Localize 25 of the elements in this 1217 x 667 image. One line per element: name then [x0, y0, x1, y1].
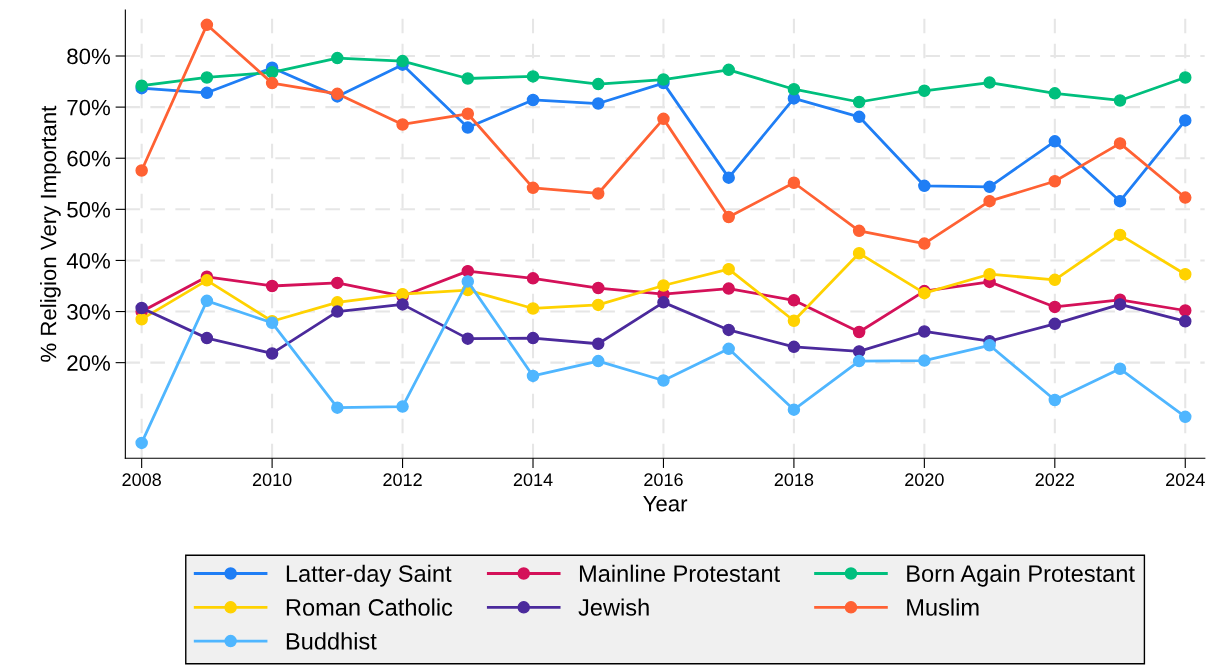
legend-label: Roman Catholic: [286, 598, 453, 616]
x-tick-label: 2020: [905, 473, 944, 487]
x-tick-label: 2010: [252, 473, 292, 487]
y-tick-label: 50%: [67, 201, 110, 218]
y-tick-label: 80%: [67, 48, 110, 65]
x-tick-label: 2016: [644, 473, 683, 487]
y-tick-label: 60%: [67, 150, 110, 167]
y-tick-label: 30%: [67, 304, 110, 320]
x-tick-label: 2012: [383, 473, 422, 487]
legend-label: Mainline Protestant: [579, 564, 780, 582]
legend-label: Latter-day Saint: [286, 564, 452, 587]
x-tick-label: 2022: [1035, 473, 1074, 487]
x-tick-label: 2018: [774, 473, 814, 487]
x-tick-label: 2008: [122, 473, 161, 487]
legend-label: Born Again Protestant: [907, 564, 1135, 587]
x-tick-label: 2024: [1166, 473, 1205, 487]
legend-label: Muslim: [907, 598, 979, 616]
y-axis-title: % Religion Very Important: [40, 105, 61, 362]
x-axis-title: Year: [643, 496, 688, 512]
y-tick-label: 40%: [66, 252, 110, 269]
legend-label: Jewish: [578, 598, 649, 616]
y-tick-label: 70%: [67, 99, 110, 116]
y-tick-label: 20%: [67, 355, 110, 371]
x-tick-label: 2014: [513, 473, 553, 487]
legend-label: Buddhist: [286, 632, 377, 650]
